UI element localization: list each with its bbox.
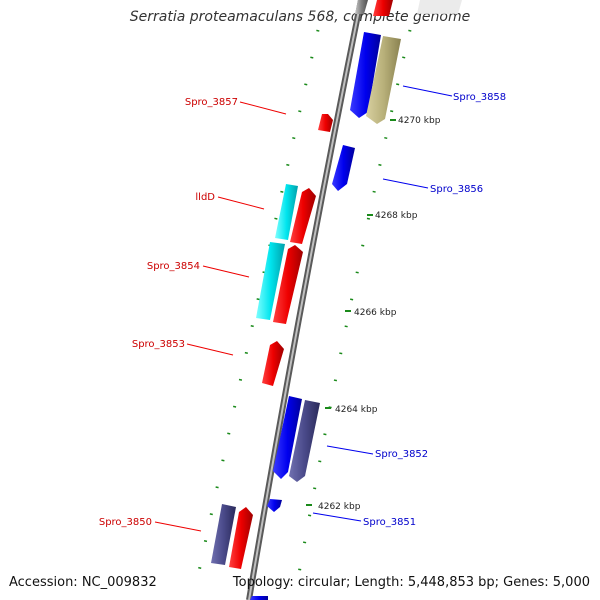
leader-spro-3854 bbox=[202, 265, 250, 278]
gene-spro-3854-arrow[interactable] bbox=[273, 245, 303, 324]
gene-spro-3853-arrow[interactable] bbox=[262, 341, 284, 386]
gene-label-spro-3858[interactable]: Spro_3858 bbox=[453, 92, 506, 103]
gene-spro-3852-arrow-b[interactable] bbox=[289, 400, 320, 482]
gene-bottom-partial-arrow bbox=[250, 596, 268, 600]
kbp-label: 4264 kbp bbox=[335, 405, 378, 415]
gene-label-spro-3851[interactable]: Spro_3851 bbox=[363, 517, 416, 528]
gene-spro-3856-arrow[interactable] bbox=[332, 145, 355, 191]
leader-spro-3851 bbox=[312, 512, 362, 522]
kbp-label: 4266 kbp bbox=[354, 308, 397, 318]
kbp-label: 4268 kbp bbox=[375, 211, 418, 221]
gene-lldd-rna-arrow[interactable] bbox=[275, 184, 298, 240]
feature-top-partial-red bbox=[373, 0, 393, 16]
gene-label-spro-3854[interactable]: Spro_3854 bbox=[147, 261, 200, 272]
gene-label-spro-3853[interactable]: Spro_3853 bbox=[132, 339, 185, 350]
gene-spro-3857-arrow[interactable] bbox=[318, 114, 333, 132]
genome-backbone-highlight bbox=[248, 0, 362, 600]
leader-spro-3850 bbox=[154, 521, 202, 532]
gene-spro-3850-pseudo-arrow[interactable] bbox=[211, 504, 236, 565]
kbp-tick-4264: 4264 kbp bbox=[325, 405, 378, 415]
kbp-tick-4270: 4270 kbp bbox=[390, 116, 441, 126]
leader-spro-3856 bbox=[382, 178, 429, 189]
leader-spro-3858 bbox=[402, 85, 453, 97]
gene-spro-3852-arrow-a[interactable] bbox=[273, 396, 302, 479]
gene-spro-3858-arrow[interactable] bbox=[350, 32, 381, 118]
leader-spro-3853 bbox=[186, 343, 234, 356]
gene-label-spro-3850[interactable]: Spro_3850 bbox=[99, 517, 152, 528]
accession-text: Accession: NC_009832 bbox=[9, 575, 157, 590]
topology-text: Topology: circular; Length: 5,448,853 bp… bbox=[232, 575, 590, 590]
feature-top-partial-grey bbox=[355, 0, 368, 14]
leader-spro-3852 bbox=[326, 445, 374, 455]
gene-lldd-arrow[interactable] bbox=[290, 188, 316, 244]
gene-spro-3854-rna-arrow[interactable] bbox=[256, 242, 285, 320]
kbp-tick-4266: 4266 kbp bbox=[345, 308, 397, 318]
gene-label-spro-3852[interactable]: Spro_3852 bbox=[375, 449, 428, 460]
kbp-tick-4268: 4268 kbp bbox=[367, 211, 418, 221]
gene-label-spro-3857[interactable]: Spro_3857 bbox=[185, 97, 238, 108]
gene-spro-3850-arrow[interactable] bbox=[229, 507, 253, 569]
gene-spro-3851-arrow[interactable] bbox=[267, 499, 282, 512]
leader-lldd bbox=[217, 196, 265, 210]
gene-label-spro-3856[interactable]: Spro_3856 bbox=[430, 184, 483, 195]
gene-label-lldd[interactable]: lldD bbox=[195, 192, 215, 203]
kbp-tick-4262: 4262 kbp bbox=[306, 502, 361, 512]
leader-spro-3857 bbox=[239, 101, 287, 115]
feature-top-partial-light bbox=[417, 0, 462, 14]
kbp-label: 4262 kbp bbox=[318, 502, 361, 512]
gene-olive-arrow[interactable] bbox=[366, 36, 401, 124]
kbp-label: 4270 kbp bbox=[398, 116, 441, 126]
